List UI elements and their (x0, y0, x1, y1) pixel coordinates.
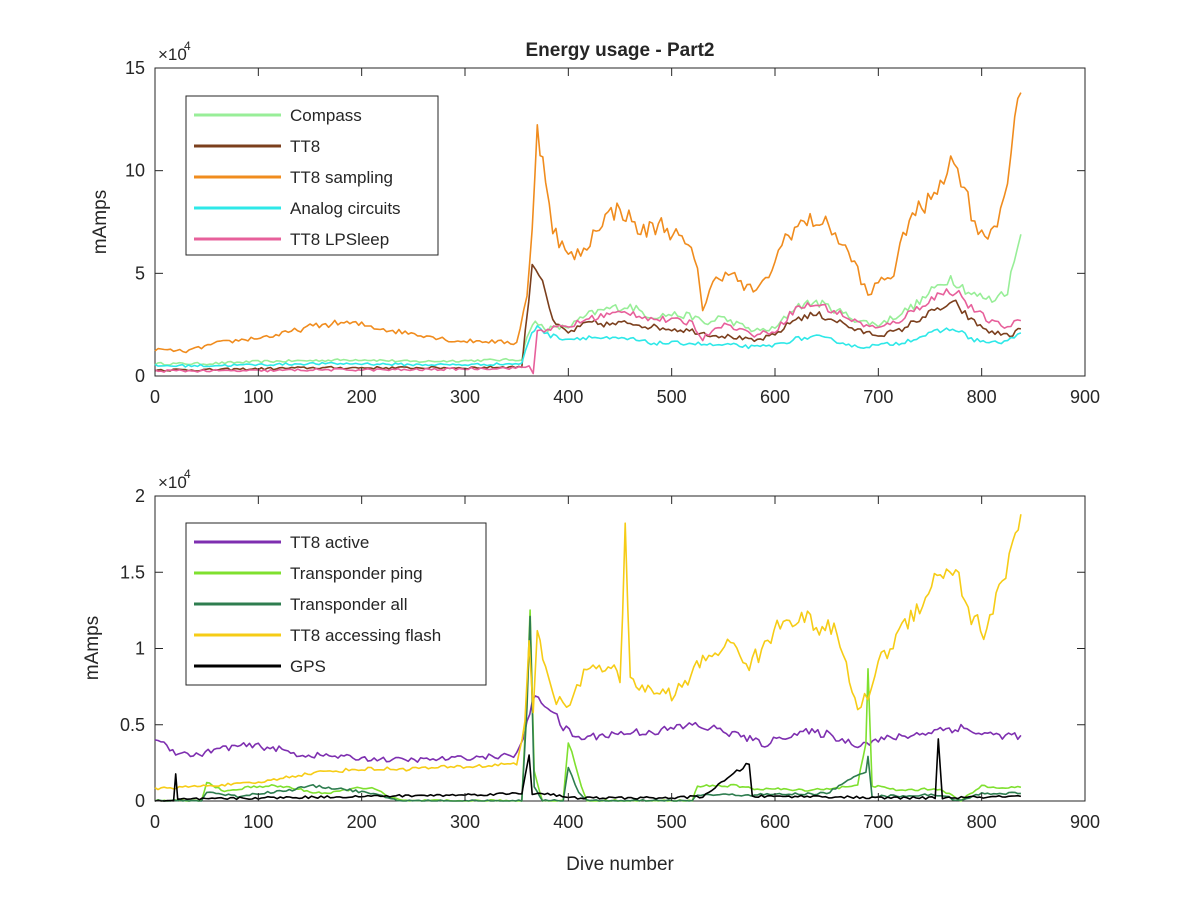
series-line-tt8-accessing-flash (154, 514, 1022, 791)
y-tick-label: 1 (135, 639, 145, 659)
top-ticks-layer: 0 100 200 300 400 500 600 700 800 900 0 5 10 15 (125, 58, 1100, 407)
legend-label: TT8 LPSleep (290, 230, 389, 249)
x-tick-label: 0 (150, 812, 160, 832)
legend-label: Analog circuits (290, 199, 401, 218)
x-tick-label: 700 (863, 387, 893, 407)
y-tick-label: 10 (125, 161, 145, 181)
series-line-tt8-lpsleep (154, 288, 1022, 375)
y-tick-label: 0.5 (120, 715, 145, 735)
x-tick-label: 400 (553, 812, 583, 832)
legend-label: TT8 sampling (290, 168, 393, 187)
series-line-analog-circuits (154, 325, 1022, 368)
bottom-legend: TT8 active Transponder ping Transponder al… (185, 522, 487, 686)
top-exponent-power: 4 (184, 39, 191, 53)
legend-label: TT8 (290, 137, 320, 156)
energy-part2-bottom-panel: 0 100 200 300 400 500 600 700 800 900 0 0.5 1 1.5 2 mA… (82, 467, 1100, 875)
x-axis-label: Dive number (566, 854, 674, 875)
legend-label: Transponder all (290, 595, 408, 614)
x-tick-label: 100 (243, 812, 273, 832)
bottom-ticks-layer: 0 100 200 300 400 500 600 700 800 900 0 0.5 1 1.5 2 (120, 486, 1100, 832)
legend-label: GPS (290, 657, 326, 676)
bottom-y-axis-label: mAmps (82, 616, 103, 680)
legend-label: Transponder ping (290, 564, 423, 583)
legend-label: Compass (290, 106, 362, 125)
y-tick-label: 15 (125, 58, 145, 78)
top-legend: Compass TT8 TT8 sampling Analog circuits TT8… (185, 95, 439, 256)
series-line-tt8 (154, 263, 1021, 372)
legend-label: TT8 accessing flash (290, 626, 441, 645)
x-tick-label: 600 (760, 812, 790, 832)
bottom-exponent-base: ×10 (158, 473, 187, 492)
legend-label: TT8 active (290, 533, 369, 552)
chart-title: Energy usage - Part2 (525, 40, 714, 61)
x-tick-label: 200 (347, 387, 377, 407)
top-y-axis-label: mAmps (90, 190, 111, 254)
x-tick-label: 300 (450, 812, 480, 832)
y-tick-label: 0 (135, 791, 145, 811)
x-tick-label: 900 (1070, 812, 1100, 832)
x-tick-label: 400 (553, 387, 583, 407)
bottom-exponent-power: 4 (184, 467, 191, 481)
series-line-gps (154, 738, 1022, 802)
y-tick-label: 5 (135, 263, 145, 283)
x-tick-label: 800 (967, 812, 997, 832)
y-tick-label: 0 (135, 366, 145, 386)
x-tick-label: 600 (760, 387, 790, 407)
x-tick-label: 100 (243, 387, 273, 407)
x-tick-label: 800 (967, 387, 997, 407)
top-series-layer (154, 92, 1022, 375)
series-line-tt8-active (154, 695, 1022, 763)
top-y-exponent: ×10 4 (158, 39, 191, 64)
series-line-compass (154, 234, 1022, 366)
x-tick-label: 900 (1070, 387, 1100, 407)
x-tick-label: 0 (150, 387, 160, 407)
x-tick-label: 300 (450, 387, 480, 407)
series-line-tt8-sampling (154, 92, 1022, 354)
top-exponent-base: ×10 (158, 45, 187, 64)
x-tick-label: 500 (657, 387, 687, 407)
bottom-y-exponent: ×10 4 (158, 467, 191, 492)
y-tick-label: 1.5 (120, 562, 145, 582)
bottom-series-layer (154, 514, 1022, 802)
y-tick-label: 2 (135, 486, 145, 506)
x-tick-label: 200 (347, 812, 377, 832)
x-tick-label: 500 (657, 812, 687, 832)
energy-part2-top-panel: Energy usage - Part2 0 100 200 300 400 500 600… (90, 39, 1100, 407)
bottom-legend-box (185, 522, 487, 686)
x-tick-label: 700 (863, 812, 893, 832)
